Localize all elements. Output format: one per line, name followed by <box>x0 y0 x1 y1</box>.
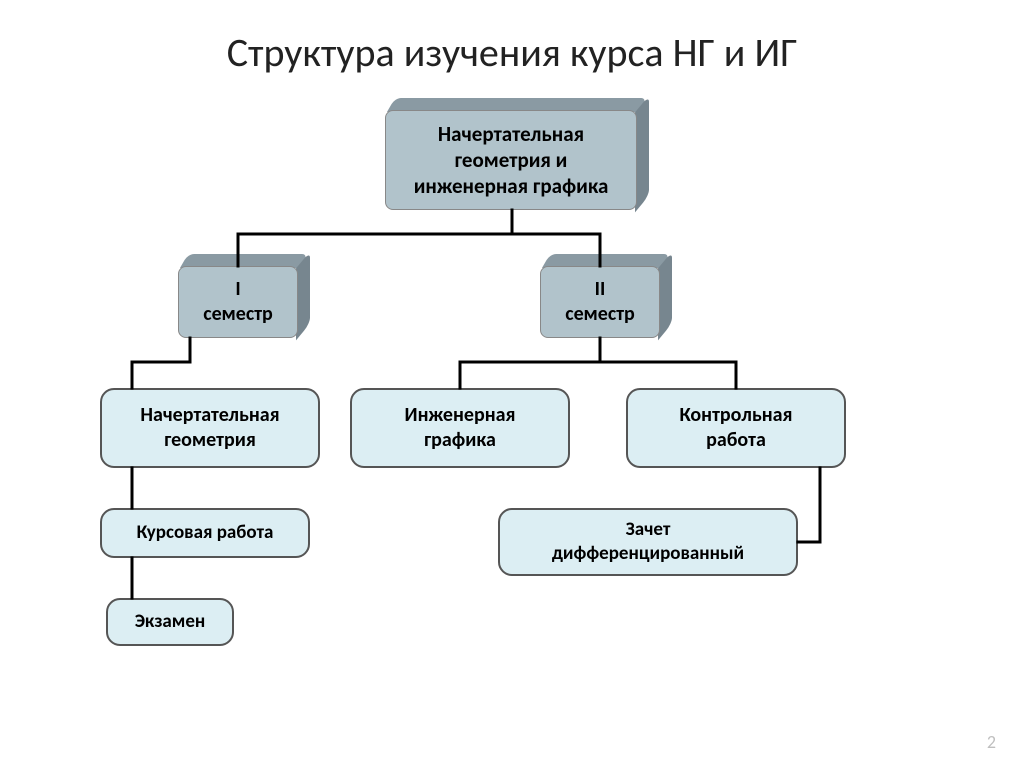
node-sem2: IIсеместр <box>540 266 660 338</box>
node-kurs-label: Курсовая работа <box>137 521 274 545</box>
node-sem2-label: IIсеместр <box>565 277 635 327</box>
node-kr: Контрольнаяработа <box>626 388 846 468</box>
node-sem1-label: Iсеместр <box>203 277 273 327</box>
node-exam: Экзамен <box>106 598 234 646</box>
node-ig-label: Инженернаяграфика <box>405 403 516 453</box>
node-kr-label: Контрольнаяработа <box>679 403 792 453</box>
node-sem1: Iсеместр <box>178 266 298 338</box>
node-root-label: Начертательнаягеометрия иинженерная граф… <box>414 121 609 200</box>
node-zach: Зачетдифференцированный <box>498 508 798 576</box>
node-zach-label: Зачетдифференцированный <box>552 518 744 566</box>
node-ig: Инженернаяграфика <box>350 388 570 468</box>
node-ng-label: Начертательнаягеометрия <box>140 403 279 453</box>
page-number: 2 <box>987 731 996 753</box>
node-kurs: Курсовая работа <box>100 508 310 558</box>
page-title: Структура изучения курса НГ и ИГ <box>0 28 1024 77</box>
node-ng: Начертательнаягеометрия <box>100 388 320 468</box>
node-root: Начертательнаягеометрия иинженерная граф… <box>385 110 637 210</box>
node-exam-label: Экзамен <box>135 610 206 634</box>
